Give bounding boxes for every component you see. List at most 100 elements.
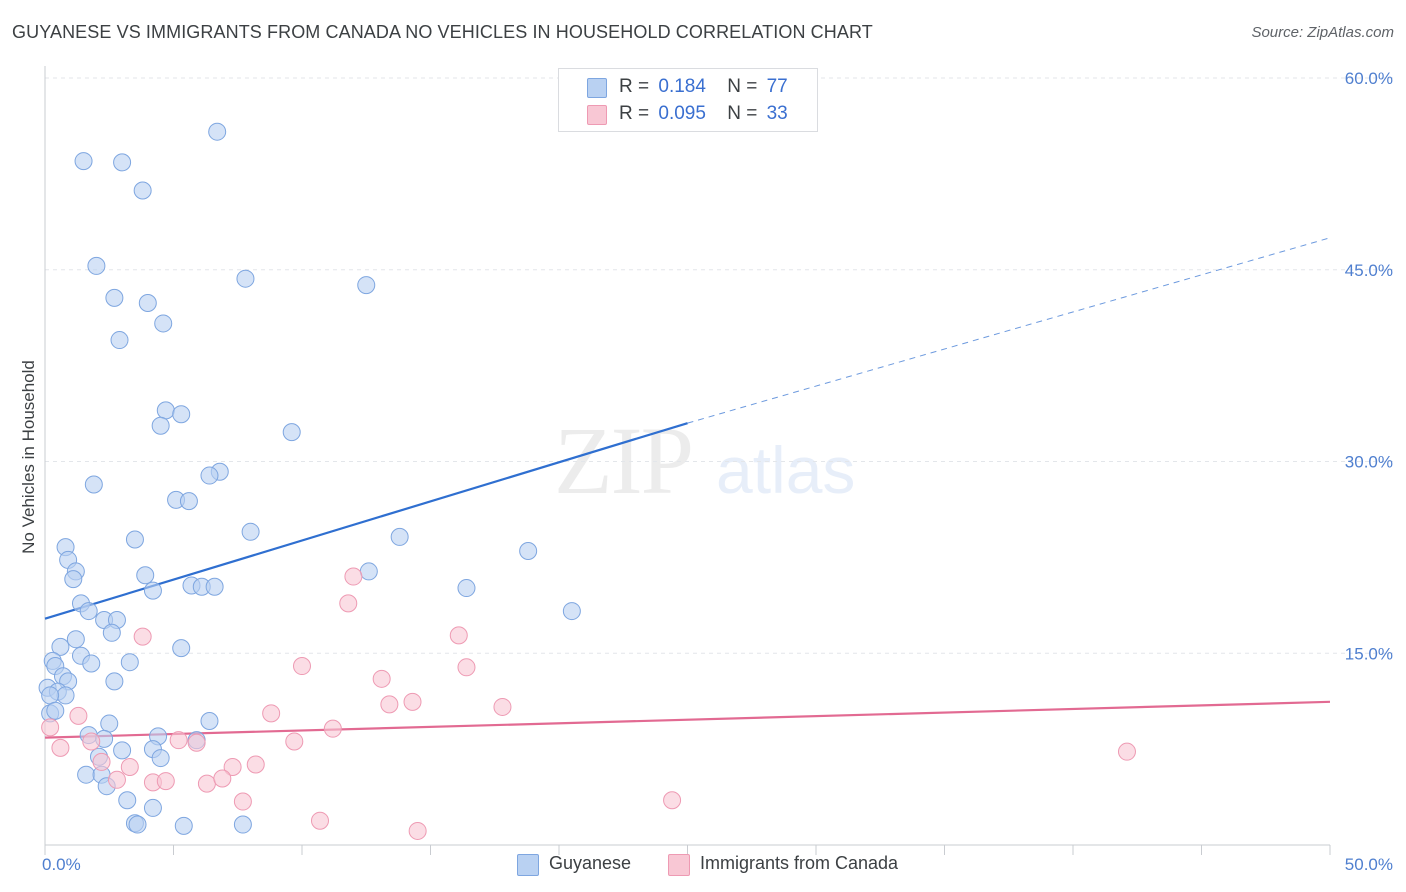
point-guyanese [172,639,191,658]
point-guyanese [457,579,476,598]
bottom-legend-swatch-immigrants-canada [668,854,690,876]
grid-lines [45,77,1395,654]
point-guyanese [113,741,132,760]
point-guyanese [87,256,106,275]
point-guyanese [138,293,157,312]
legend-r-label: R = [619,76,650,97]
y-tick-label: 15.0% [1345,644,1393,663]
point-guyanese [208,122,227,141]
point-guyanese [74,152,93,171]
point-immigrants-canada [323,719,342,738]
point-guyanese [233,815,252,834]
point-guyanese [174,816,193,835]
bottom-legend-label-guyanese: Guyanese [549,853,632,873]
point-guyanese [179,492,198,511]
y-tick-label: 60.0% [1345,69,1393,88]
point-guyanese [236,269,255,288]
legend-n-label: N = [727,103,758,124]
point-guyanese [154,314,173,333]
point-immigrants-canada [493,697,512,716]
data-points [38,122,1136,840]
point-immigrants-canada [372,669,391,688]
point-immigrants-canada [120,758,139,777]
point-immigrants-canada [293,657,311,676]
point-guyanese [118,791,137,810]
point-guyanese [200,466,219,485]
point-guyanese [82,654,101,673]
point-guyanese [156,401,175,420]
point-immigrants-canada [1117,742,1136,761]
point-immigrants-canada [213,769,232,788]
point-guyanese [143,798,162,817]
point-guyanese [125,530,144,549]
point-guyanese [357,276,376,295]
point-guyanese [100,714,119,733]
bottom-legend-label-immigrants-canada: Immigrants from Canada [700,853,899,873]
point-immigrants-canada [380,695,399,714]
legend-n-value: 77 [766,76,788,97]
legend-r-value: 0.184 [658,76,706,97]
y-tick-label: 30.0% [1345,453,1393,472]
point-guyanese [205,577,224,596]
point-guyanese [120,653,139,672]
point-immigrants-canada [69,706,88,725]
point-guyanese [133,181,152,200]
axes [44,66,1331,855]
x-tick-label-min: 0.0% [42,855,81,874]
legend-r-label: R = [619,103,650,124]
trend-line-immigrants-canada [44,700,1331,739]
point-guyanese [172,405,191,424]
point-immigrants-canada [156,772,175,791]
point-immigrants-canada [107,770,126,789]
legend-n-label: N = [727,76,758,97]
point-guyanese [390,527,409,546]
point-immigrants-canada [403,692,422,711]
point-immigrants-canada [223,758,242,777]
point-immigrants-canada [339,594,358,613]
point-guyanese [84,475,103,494]
tick-labels: 15.0% 30.0% 45.0% 60.0% 0.0% 50.0% [42,69,1393,874]
trend-line-guyanese-extension [687,237,1331,424]
point-guyanese [562,602,581,621]
point-guyanese [110,331,129,350]
point-guyanese [241,522,260,541]
point-guyanese [56,686,75,705]
chart-title: GUYANESE VS IMMIGRANTS FROM CANADA NO VE… [12,22,873,42]
legend-swatch-immigrants-canada [587,105,607,125]
x-tick-label-max: 50.0% [1345,855,1393,874]
legend-n-value: 33 [766,103,788,124]
point-guyanese [282,423,301,442]
trend-lines [44,237,1331,739]
point-immigrants-canada [457,658,476,677]
point-guyanese [359,562,378,581]
bottom-legend-swatch-guyanese [517,854,539,876]
point-guyanese [41,686,60,705]
point-guyanese [136,566,155,585]
point-immigrants-canada [408,821,427,840]
point-immigrants-canada [449,626,468,645]
point-immigrants-canada [41,718,60,737]
point-guyanese [151,749,170,768]
point-guyanese [519,541,538,560]
point-immigrants-canada [285,732,304,751]
source-credit: Source: ZipAtlas.com [1251,24,1394,41]
point-immigrants-canada [197,774,216,793]
y-tick-label: 45.0% [1345,261,1393,280]
legend-swatch-guyanese [587,78,607,98]
point-guyanese [77,765,96,784]
point-immigrants-canada [92,752,111,771]
point-immigrants-canada [344,567,363,586]
point-guyanese [200,712,219,731]
point-immigrants-canada [310,811,329,830]
point-guyanese [79,602,98,621]
point-immigrants-canada [246,755,265,774]
point-guyanese [105,288,124,307]
point-guyanese [66,630,85,649]
point-guyanese [105,672,124,691]
point-guyanese [46,701,65,720]
point-immigrants-canada [233,792,252,811]
point-immigrants-canada [82,732,101,751]
watermark-zip: ZIP [554,407,694,514]
legend-r-value: 0.095 [658,103,706,124]
